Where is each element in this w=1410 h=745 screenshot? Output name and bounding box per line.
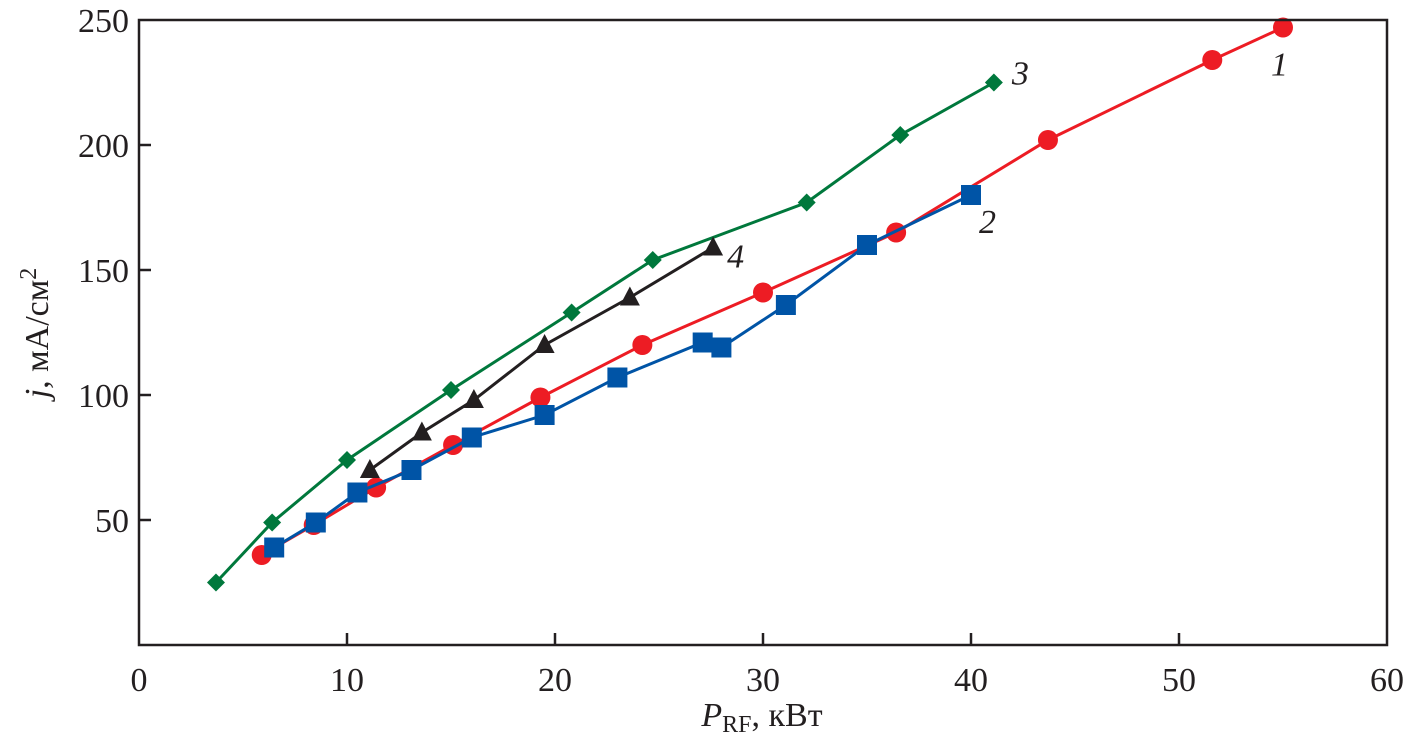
y-tick-label: 150 — [78, 253, 129, 290]
series-label: 3 — [1011, 56, 1029, 93]
y-tick-label: 200 — [78, 128, 129, 165]
x-tick-label: 10 — [330, 662, 364, 699]
data-point — [797, 193, 816, 212]
series-2: 2 — [264, 185, 996, 558]
series-line — [214, 81, 995, 584]
data-point — [305, 512, 326, 533]
data-point — [338, 451, 356, 469]
data-point — [1037, 130, 1058, 150]
data-point — [643, 251, 662, 269]
x-tick-label: 50 — [1162, 662, 1196, 699]
data-point — [263, 513, 282, 532]
x-tick-label: 30 — [746, 662, 780, 699]
data-point — [961, 185, 981, 205]
data-point — [530, 387, 551, 408]
series-4: 4 — [359, 236, 744, 478]
data-point — [753, 282, 773, 303]
data-point — [534, 405, 555, 425]
data-point — [359, 459, 380, 478]
data-point — [619, 286, 640, 306]
data-point — [711, 337, 732, 358]
series-label: 1 — [1271, 47, 1288, 84]
plot-marks: 1 2 3 4 — [206, 17, 1293, 592]
data-point — [607, 367, 628, 388]
data-point — [703, 236, 724, 256]
series-3: 3 — [206, 56, 1029, 592]
data-point — [775, 295, 796, 315]
y-tick-label: 100 — [78, 378, 129, 415]
data-point — [463, 389, 484, 408]
axis-ticks: 0 10 20 30 40 50 60 50 100 150 200 250 — [78, 3, 1404, 699]
data-point — [891, 126, 910, 144]
data-point — [461, 427, 482, 448]
x-tick-label: 40 — [954, 662, 988, 699]
data-point — [692, 332, 713, 353]
series-label: 4 — [727, 239, 744, 276]
y-tick-label: 50 — [95, 503, 129, 540]
data-point — [632, 335, 653, 355]
data-point — [857, 235, 877, 255]
data-point — [1202, 50, 1223, 70]
data-point — [534, 334, 555, 353]
data-point — [442, 381, 460, 399]
x-axis-title: PRF, кВт — [700, 697, 822, 738]
data-point — [1273, 17, 1293, 38]
x-tick-label: 0 — [131, 662, 148, 699]
data-point — [206, 573, 225, 592]
y-tick-label: 250 — [78, 3, 129, 40]
data-point — [562, 303, 581, 322]
series-label: 2 — [979, 204, 996, 241]
plot-frame — [137, 18, 1389, 647]
data-point — [984, 73, 1003, 92]
data-point — [264, 537, 285, 558]
y-axis-title: j, мА/см2 — [16, 268, 56, 403]
x-tick-label: 20 — [538, 662, 572, 699]
data-point — [347, 482, 368, 503]
series-1: 1 — [251, 17, 1293, 565]
x-tick-label: 60 — [1370, 662, 1404, 699]
data-point — [401, 460, 422, 480]
data-point — [411, 421, 432, 441]
